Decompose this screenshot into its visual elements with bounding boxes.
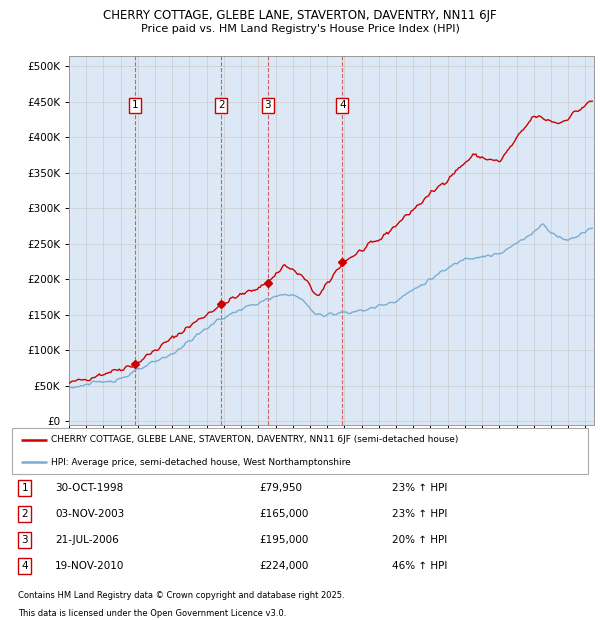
Text: 3: 3: [22, 535, 28, 545]
Text: 23% ↑ HPI: 23% ↑ HPI: [392, 509, 448, 519]
Text: 1: 1: [131, 100, 138, 110]
Text: 19-NOV-2010: 19-NOV-2010: [55, 561, 125, 571]
Text: 1: 1: [22, 483, 28, 493]
Text: 3: 3: [265, 100, 271, 110]
Text: 4: 4: [339, 100, 346, 110]
Text: 23% ↑ HPI: 23% ↑ HPI: [392, 483, 448, 493]
Text: £224,000: £224,000: [260, 561, 309, 571]
Text: 03-NOV-2003: 03-NOV-2003: [55, 509, 124, 519]
Text: 20% ↑ HPI: 20% ↑ HPI: [392, 535, 448, 545]
Text: 46% ↑ HPI: 46% ↑ HPI: [392, 561, 448, 571]
Text: 21-JUL-2006: 21-JUL-2006: [55, 535, 119, 545]
Text: This data is licensed under the Open Government Licence v3.0.: This data is licensed under the Open Gov…: [18, 609, 286, 618]
Text: CHERRY COTTAGE, GLEBE LANE, STAVERTON, DAVENTRY, NN11 6JF: CHERRY COTTAGE, GLEBE LANE, STAVERTON, D…: [103, 9, 497, 22]
Text: £195,000: £195,000: [260, 535, 309, 545]
Text: 2: 2: [22, 509, 28, 519]
Text: HPI: Average price, semi-detached house, West Northamptonshire: HPI: Average price, semi-detached house,…: [51, 458, 351, 467]
Text: Price paid vs. HM Land Registry's House Price Index (HPI): Price paid vs. HM Land Registry's House …: [140, 24, 460, 33]
Text: £165,000: £165,000: [260, 509, 309, 519]
Text: £79,950: £79,950: [260, 483, 302, 493]
Text: 30-OCT-1998: 30-OCT-1998: [55, 483, 124, 493]
Text: CHERRY COTTAGE, GLEBE LANE, STAVERTON, DAVENTRY, NN11 6JF (semi-detached house): CHERRY COTTAGE, GLEBE LANE, STAVERTON, D…: [51, 435, 458, 445]
Text: Contains HM Land Registry data © Crown copyright and database right 2025.: Contains HM Land Registry data © Crown c…: [18, 591, 344, 600]
Text: 2: 2: [218, 100, 224, 110]
Text: 4: 4: [22, 561, 28, 571]
